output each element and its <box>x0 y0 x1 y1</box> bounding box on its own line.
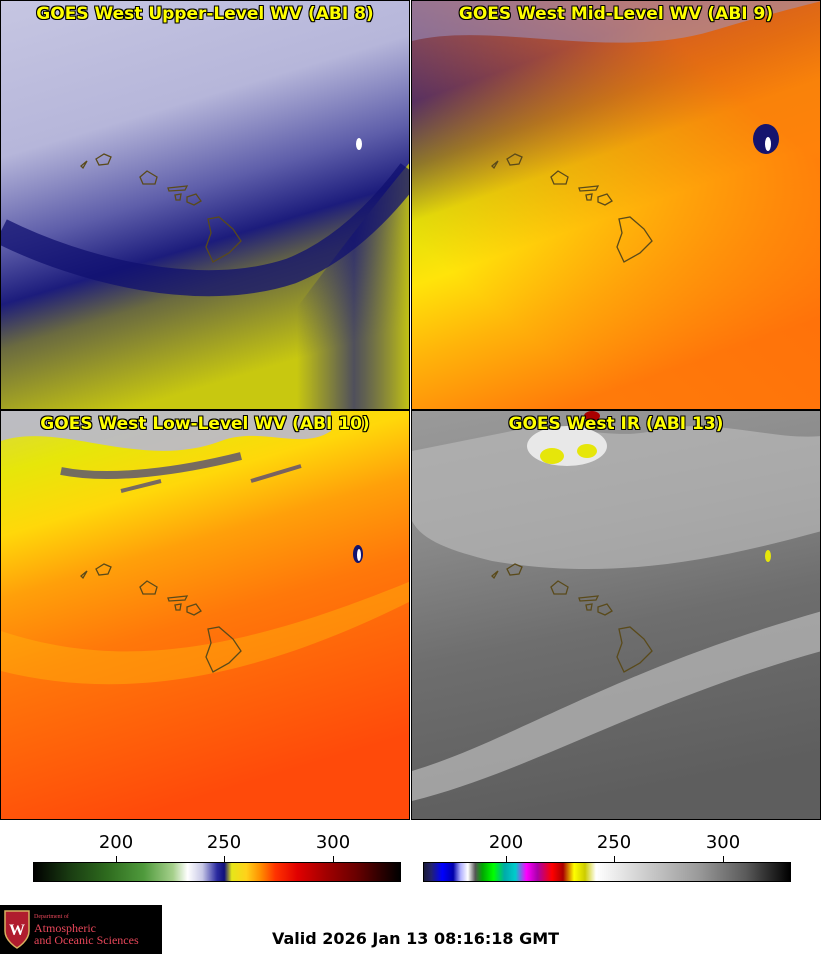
colorbar-tick-mark <box>723 856 724 862</box>
logo-name-line2: and Oceanic Sciences <box>34 933 139 947</box>
panel-title: GOES West Mid-Level WV (ABI 9) <box>458 4 774 24</box>
bright-cloud-spot <box>356 138 362 150</box>
colorbar-tick-mark <box>506 856 507 862</box>
colorbar-tick-mark <box>116 856 117 862</box>
hawaii-coastline <box>80 153 242 263</box>
logo-department-line: Department of <box>34 914 69 920</box>
wv-colorbar-scale <box>33 862 401 882</box>
aos-logo: W Department of Atmospheric and Oceanic … <box>0 905 162 954</box>
hawaii-coastline <box>491 563 653 673</box>
upper-level-wv-panel: GOES West Upper-Level WV (ABI 8) <box>0 0 410 410</box>
hawaii-coastline <box>80 563 242 673</box>
colorbar-tick-mark <box>333 856 334 862</box>
bright-cloud-spot <box>765 137 771 151</box>
colorbar-tick-label: 200 <box>488 832 524 853</box>
infrared-image <box>412 411 820 819</box>
hawaii-coastline <box>491 153 653 263</box>
valid-time-label: Valid 2026 Jan 13 08:16:18 GMT <box>272 929 560 948</box>
mid-level-wv-image <box>412 1 820 409</box>
colorbar-tick-label: 250 <box>206 832 242 853</box>
svg-text:W: W <box>9 922 25 939</box>
bright-cloud-spot <box>357 549 361 561</box>
colorbar-tick-label: 200 <box>98 832 134 853</box>
colorbar-tick-label: 300 <box>705 832 741 853</box>
wv-colorbar: 200 250 300 <box>33 822 401 892</box>
low-level-wv-panel: GOES West Low-Level WV (ABI 10) <box>0 410 410 820</box>
upper-level-wv-image <box>1 1 409 409</box>
bright-cloud-spot <box>765 550 771 562</box>
logo-name-line1: Atmospheric <box>34 921 96 935</box>
panel-title: GOES West Upper-Level WV (ABI 8) <box>36 4 374 24</box>
ir-colorbar: 200 250 300 <box>423 822 791 892</box>
panel-title: GOES West IR (ABI 13) <box>508 414 724 434</box>
colorbar-tick-label: 300 <box>315 832 351 853</box>
low-level-wv-image <box>1 411 409 819</box>
colorbar-tick-mark <box>224 856 225 862</box>
mid-level-wv-panel: GOES West Mid-Level WV (ABI 9) <box>411 0 821 410</box>
uw-crest-icon: W <box>4 910 30 949</box>
colorbar-tick-mark <box>614 856 615 862</box>
ir-colorbar-scale <box>423 862 791 882</box>
panel-title: GOES West Low-Level WV (ABI 10) <box>40 414 370 434</box>
colorbar-tick-label: 250 <box>596 832 632 853</box>
infrared-panel: GOES West IR (ABI 13) <box>411 410 821 820</box>
